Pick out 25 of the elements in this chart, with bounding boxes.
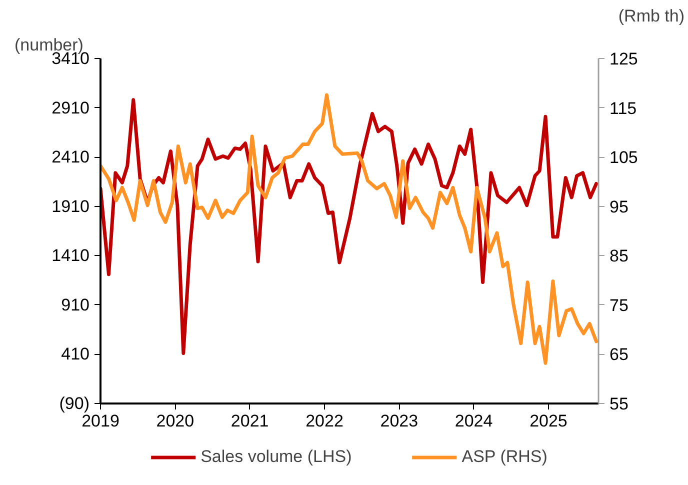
y2-tick-label: 85 (610, 246, 628, 266)
x-tick-label: 2025 (530, 412, 568, 430)
legend-label: ASP (RHS) (462, 447, 548, 467)
x-tick-label: 2020 (156, 412, 194, 430)
y-tick-label: 1910 (52, 196, 90, 216)
y-tick-label: 410 (61, 344, 90, 364)
x-tick-label: 2023 (380, 412, 418, 430)
x-tick-label: 2019 (82, 412, 120, 430)
x-tick-label: 2024 (454, 412, 493, 430)
y2-tick-label: 125 (610, 50, 638, 68)
y-tick-label: 2910 (52, 98, 90, 118)
x-tick-label: 2022 (306, 412, 344, 430)
y2-tick-label: 55 (610, 394, 628, 414)
y2-axis-title: (Rmb th) (618, 6, 685, 26)
y2-tick-label: 65 (610, 345, 628, 364)
y-tick-label: 1410 (52, 246, 90, 266)
y2-tick-label: 105 (610, 148, 638, 168)
y2-tick-label: 95 (610, 197, 628, 216)
y2-tick-label: 75 (610, 296, 628, 315)
y-tick-label: 2410 (52, 148, 90, 167)
y-tick-label: 910 (61, 295, 90, 314)
y-tick-label: (90) (59, 394, 90, 413)
legend-label: Sales volume (LHS) (200, 447, 352, 467)
y2-tick-label: 115 (610, 98, 637, 118)
x-tick-label: 2021 (230, 412, 269, 430)
